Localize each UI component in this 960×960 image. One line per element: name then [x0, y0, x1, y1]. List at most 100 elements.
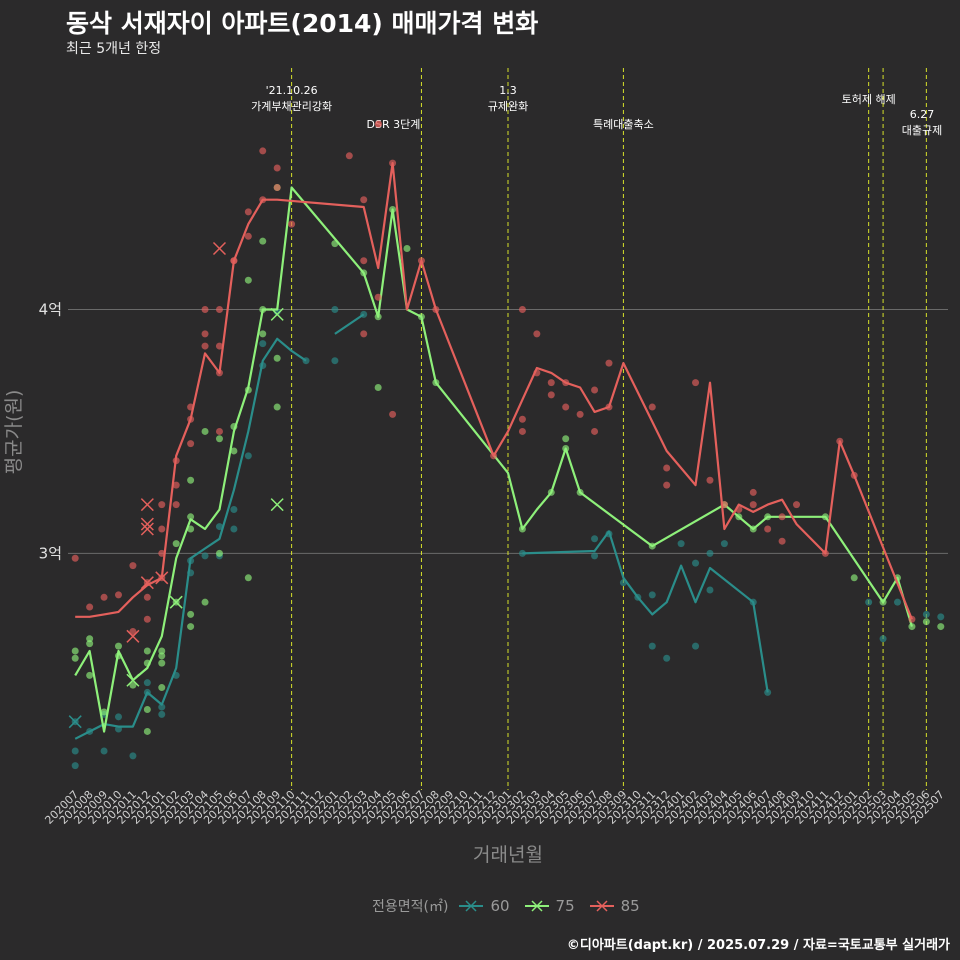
- legend-item-60: 60: [458, 897, 510, 915]
- cross-marker: [140, 517, 154, 531]
- data-point: [143, 593, 151, 601]
- data-point: [143, 615, 151, 623]
- data-point: [158, 659, 166, 667]
- y-axis-title: 평균가(원): [3, 390, 25, 475]
- data-point: [547, 379, 555, 387]
- chart-title: 동삭 서재자이 아파트(2014) 매매가격 변화: [66, 9, 539, 38]
- data-point: [865, 598, 873, 606]
- data-point: [648, 403, 656, 411]
- legend-swatch-60: [459, 900, 484, 912]
- event-annotation: 대출규제: [902, 124, 942, 137]
- series-75: [71, 184, 945, 735]
- legend-swatch-75: [524, 900, 549, 912]
- data-point: [259, 147, 267, 155]
- data-point: [71, 554, 79, 562]
- data-point: [778, 537, 786, 545]
- data-point: [663, 654, 671, 662]
- series-line: [334, 313, 365, 335]
- cross-marker: [270, 498, 284, 512]
- cross-marker: [140, 498, 154, 512]
- data-point: [71, 654, 79, 662]
- data-point: [187, 476, 195, 484]
- x-axis-title: 거래년월: [473, 844, 543, 866]
- data-point: [591, 535, 599, 543]
- data-point: [793, 501, 801, 509]
- data-point: [230, 447, 238, 455]
- data-point: [244, 208, 252, 216]
- data-point: [215, 427, 223, 435]
- series-line: [75, 162, 913, 620]
- event-annotation: 규제완화: [488, 100, 528, 113]
- data-point: [389, 410, 397, 418]
- data-point: [518, 427, 526, 435]
- data-point: [764, 525, 772, 533]
- data-point: [692, 559, 700, 567]
- data-point: [648, 591, 656, 599]
- series-line: [74, 186, 913, 733]
- data-point: [706, 549, 714, 557]
- data-point: [201, 342, 209, 350]
- data-point: [518, 305, 526, 313]
- data-point: [114, 642, 122, 650]
- data-point: [764, 688, 772, 696]
- data-point: [100, 593, 108, 601]
- data-point: [215, 435, 223, 443]
- cross-marker: [140, 576, 154, 590]
- data-point: [71, 647, 79, 655]
- data-point: [172, 540, 180, 548]
- data-point: [749, 501, 757, 509]
- data-point: [215, 549, 223, 557]
- data-point: [937, 623, 945, 631]
- legend-label-60: 60: [490, 897, 510, 915]
- data-point: [706, 586, 714, 594]
- data-point: [114, 713, 122, 721]
- data-point: [86, 603, 94, 611]
- data-point: [158, 501, 166, 509]
- data-point: [591, 427, 599, 435]
- data-point: [591, 552, 599, 560]
- data-point: [562, 435, 570, 443]
- data-point: [374, 293, 382, 301]
- data-point: [259, 237, 267, 245]
- data-point: [360, 257, 368, 265]
- data-point: [663, 464, 671, 472]
- data-point: [648, 642, 656, 650]
- event-annotation: 가계부채관리강화: [251, 100, 332, 113]
- data-point: [129, 681, 137, 689]
- data-point: [749, 488, 757, 496]
- data-point: [576, 410, 584, 418]
- data-point: [201, 552, 209, 560]
- data-point: [143, 647, 151, 655]
- data-point: [879, 635, 887, 643]
- data-point: [374, 384, 382, 392]
- data-point: [86, 671, 94, 679]
- source-caption: ©디아파트(dapt.kr) / 2025.07.29 / 자료=국토교통부 실…: [566, 938, 950, 953]
- cross-marker: [169, 595, 183, 609]
- data-point: [158, 703, 166, 711]
- data-point: [547, 391, 555, 399]
- data-point: [158, 525, 166, 533]
- data-point: [937, 613, 945, 621]
- data-point: [244, 276, 252, 284]
- data-point: [230, 505, 238, 513]
- cross-marker: [212, 241, 227, 256]
- cross-marker: [155, 571, 169, 585]
- data-point: [187, 623, 195, 631]
- data-point: [244, 452, 252, 460]
- chart-subtitle: 최근 5개년 한정: [66, 41, 162, 57]
- cross-marker: [126, 629, 140, 643]
- data-point: [143, 706, 151, 714]
- grid-layer: 3억 4억: [39, 300, 948, 562]
- data-point: [100, 747, 108, 755]
- event-annotation: '21.10.26: [266, 84, 318, 97]
- data-point: [158, 652, 166, 660]
- legend-label-75: 75: [555, 897, 575, 915]
- data-point: [172, 481, 180, 489]
- legend-swatch-85: [589, 900, 614, 912]
- y-tick-label: 3억: [39, 544, 62, 562]
- data-point: [230, 525, 238, 533]
- legend: 전용면적(㎡) 60 75 85: [372, 896, 654, 916]
- event-annotation: 1.3: [499, 84, 517, 97]
